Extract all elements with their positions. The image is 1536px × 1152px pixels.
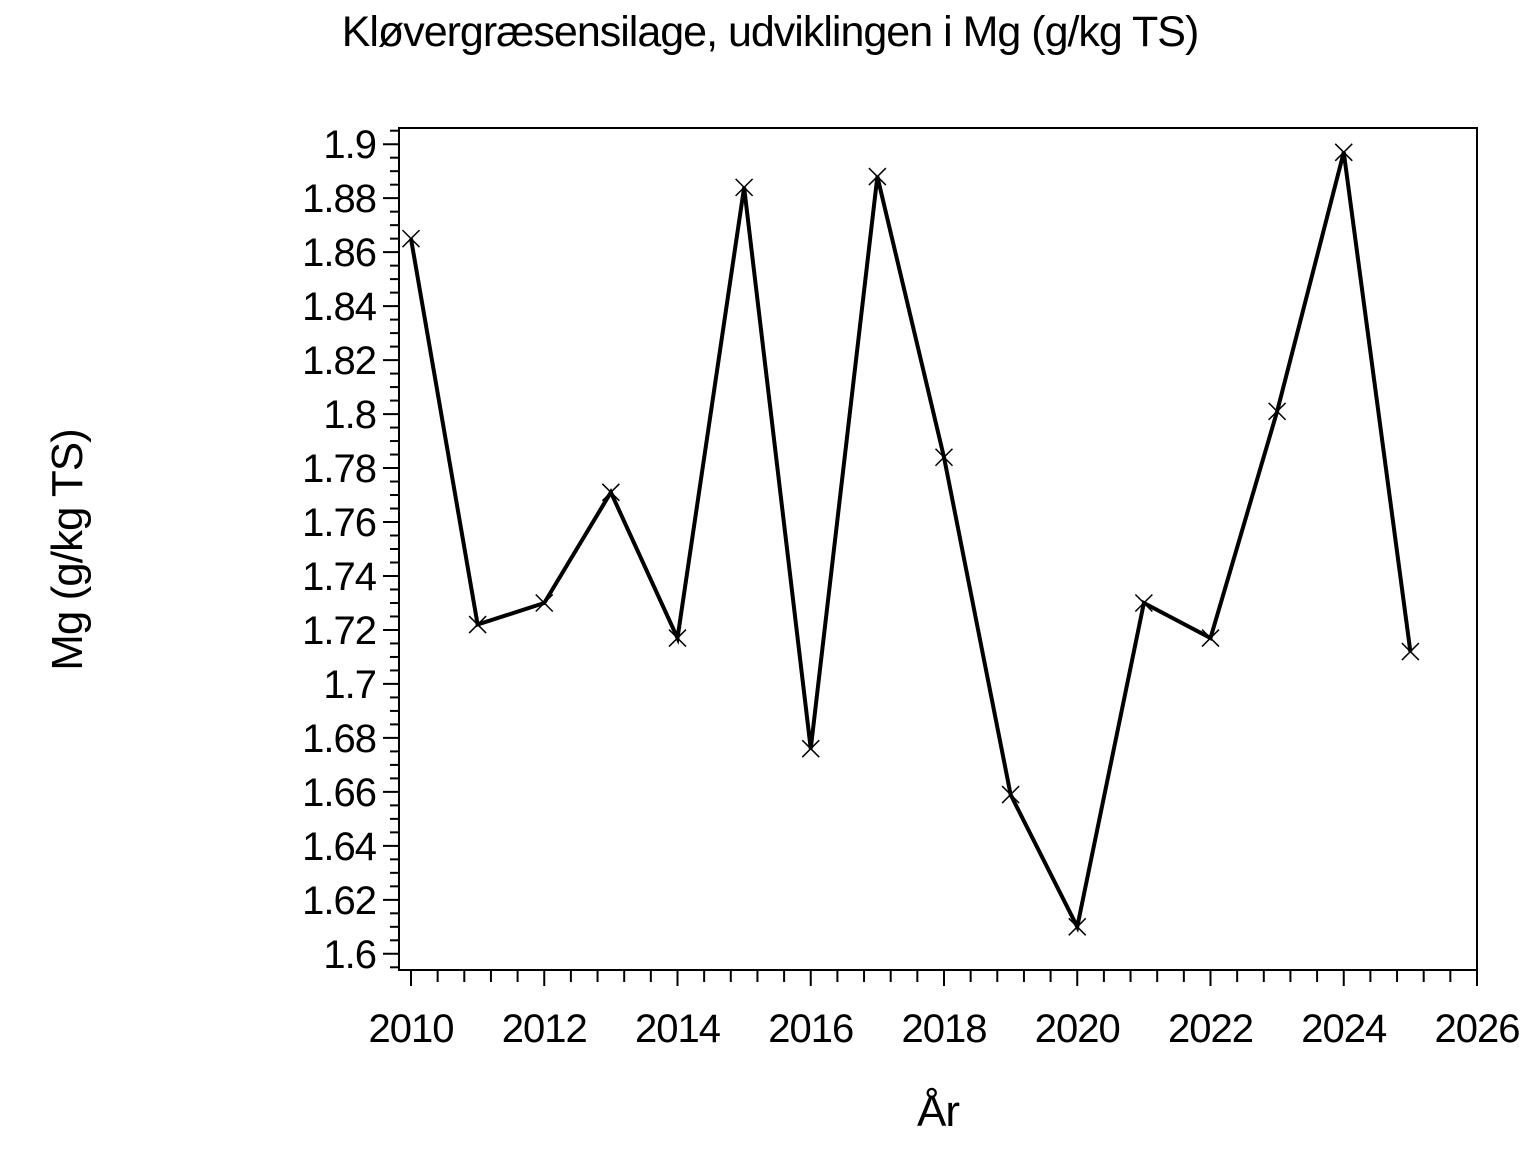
data-point-marker [535, 593, 554, 613]
y-tick-label: 1.7 [323, 663, 376, 707]
marker-stroke [1068, 917, 1087, 936]
data-point-marker [735, 178, 754, 197]
y-tick-label: 1.8 [323, 393, 376, 437]
data-point-marker [934, 448, 954, 467]
chart-title: Kløvergræsensilage, udviklingen i Mg (g/… [342, 8, 1199, 56]
data-point-marker [1001, 785, 1020, 804]
x-tick-label: 2022 [1168, 1007, 1253, 1051]
data-point-marker [401, 229, 421, 248]
marker-stroke [535, 593, 554, 613]
data-point-marker [801, 739, 820, 758]
x-tick-label: 2010 [369, 1007, 454, 1051]
data-point-marker [1268, 402, 1287, 421]
marker-stroke [801, 739, 820, 758]
x-tick-label: 2026 [1435, 1007, 1520, 1051]
data-point-marker [1134, 593, 1153, 613]
marker-stroke [1401, 642, 1420, 661]
marker-stroke [1134, 593, 1153, 613]
y-tick-label: 1.74 [302, 555, 377, 599]
y-tick-label: 1.62 [302, 879, 376, 923]
x-tick-label: 2024 [1301, 1007, 1387, 1051]
marker-stroke [1001, 785, 1020, 804]
x-tick-label: 2016 [768, 1007, 853, 1051]
x-tick-label: 2014 [635, 1007, 721, 1051]
y-tick-label: 1.68 [302, 717, 376, 761]
y-tick-label: 1.82 [302, 339, 376, 383]
data-point-marker [1401, 642, 1420, 661]
y-tick-label: 1.76 [302, 501, 376, 545]
data-point-marker [868, 167, 887, 186]
data-point-marker [1068, 917, 1087, 936]
y-tick-label: 1.66 [302, 771, 376, 815]
marker-stroke [1334, 143, 1353, 162]
y-tick-label: 1.9 [323, 123, 376, 167]
x-tick-label: 2020 [1035, 1007, 1120, 1051]
marker-stroke [934, 448, 954, 467]
marker-stroke [735, 178, 754, 197]
marker-stroke [468, 615, 487, 634]
y-tick-label: 1.6 [323, 933, 376, 977]
x-tick-label: 2018 [902, 1007, 987, 1051]
marker-stroke [401, 229, 421, 248]
y-tick-label: 1.84 [302, 285, 377, 329]
marker-stroke [1201, 629, 1220, 648]
data-point-marker [1334, 143, 1353, 162]
y-axis-label: Mg (g/kg TS) [43, 429, 92, 670]
series-line [409, 151, 1413, 933]
y-tick-label: 1.86 [302, 231, 376, 275]
y-tick-label: 1.78 [302, 447, 376, 491]
data-point-marker [668, 629, 687, 648]
marker-stroke [1268, 402, 1287, 421]
data-point-marker [468, 615, 487, 634]
data-series [401, 143, 1420, 936]
marker-stroke [668, 629, 687, 648]
axis-ticks: 1.6 1.62 1.64 1.66 1.68 1.7 1.72 1.74 1.76 1.78 1.… [302, 123, 1520, 1051]
data-point-marker [601, 483, 620, 502]
x-axis-label: År [917, 1087, 959, 1136]
y-tick-label: 1.88 [302, 177, 376, 221]
plot-frame [398, 127, 1478, 971]
x-tick-label: 2012 [502, 1007, 587, 1051]
marker-stroke [601, 483, 620, 502]
y-tick-label: 1.72 [302, 609, 376, 653]
y-tick-label: 1.64 [302, 825, 377, 869]
marker-stroke [868, 167, 887, 186]
data-point-marker [1201, 629, 1220, 648]
